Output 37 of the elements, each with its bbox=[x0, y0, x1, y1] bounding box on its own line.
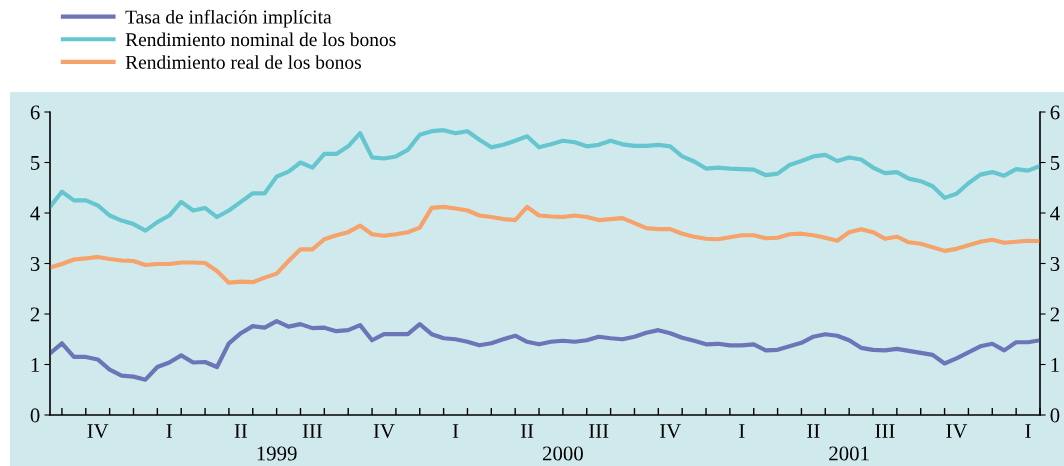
y-tick-label: 5 bbox=[31, 156, 40, 170]
x-tick-label: IV bbox=[87, 424, 109, 439]
y-tick-label: 1 bbox=[31, 357, 40, 372]
x-tick-label: IV bbox=[660, 424, 681, 439]
y2-tick-label: 1 bbox=[1051, 357, 1059, 372]
x-tick-label: 2000 bbox=[542, 446, 583, 461]
line-series bbox=[50, 318, 1040, 382]
y-tick-label: 4 bbox=[30, 206, 40, 221]
x-tick-label: III bbox=[875, 424, 895, 438]
legend-label: Rendimiento nominal de los bonos bbox=[125, 32, 396, 47]
y2-tick-label: 4 bbox=[1050, 206, 1060, 221]
legend-label: Tasa de inflación implícita bbox=[125, 9, 332, 28]
x-tick-label: IV bbox=[946, 424, 968, 439]
x-tick-label: II bbox=[807, 424, 820, 438]
x-tick-label: IV bbox=[373, 424, 395, 439]
x-tick-label: 2001 bbox=[829, 446, 869, 461]
x-tick-label: I bbox=[452, 424, 459, 438]
x-tick-label: I bbox=[1025, 424, 1031, 438]
x-tick-label: I bbox=[739, 424, 745, 438]
y-tick-label: 2 bbox=[30, 307, 40, 322]
x-tick-label: II bbox=[234, 424, 248, 438]
x-tick-label: 1999 bbox=[257, 446, 297, 461]
legend-label: Rendimiento real de los bonos bbox=[125, 55, 361, 69]
y-tick-label: 3 bbox=[30, 256, 40, 271]
y-tick-label: 6 bbox=[30, 105, 40, 120]
y2-tick-label: 6 bbox=[1050, 105, 1060, 120]
y2-tick-label: 2 bbox=[1050, 307, 1059, 322]
line-series bbox=[50, 128, 1040, 233]
x-tick-label: III bbox=[589, 424, 609, 438]
x-tick-label: II bbox=[520, 424, 534, 438]
y-tick-label: 0 bbox=[30, 408, 40, 423]
y2-tick-label: 5 bbox=[1050, 156, 1060, 170]
y2-tick-label: 0 bbox=[1050, 408, 1060, 423]
x-tick-label: III bbox=[302, 424, 323, 438]
line-series bbox=[50, 204, 1040, 285]
x-tick-label: I bbox=[166, 424, 173, 438]
y2-tick-label: 3 bbox=[1050, 256, 1060, 271]
